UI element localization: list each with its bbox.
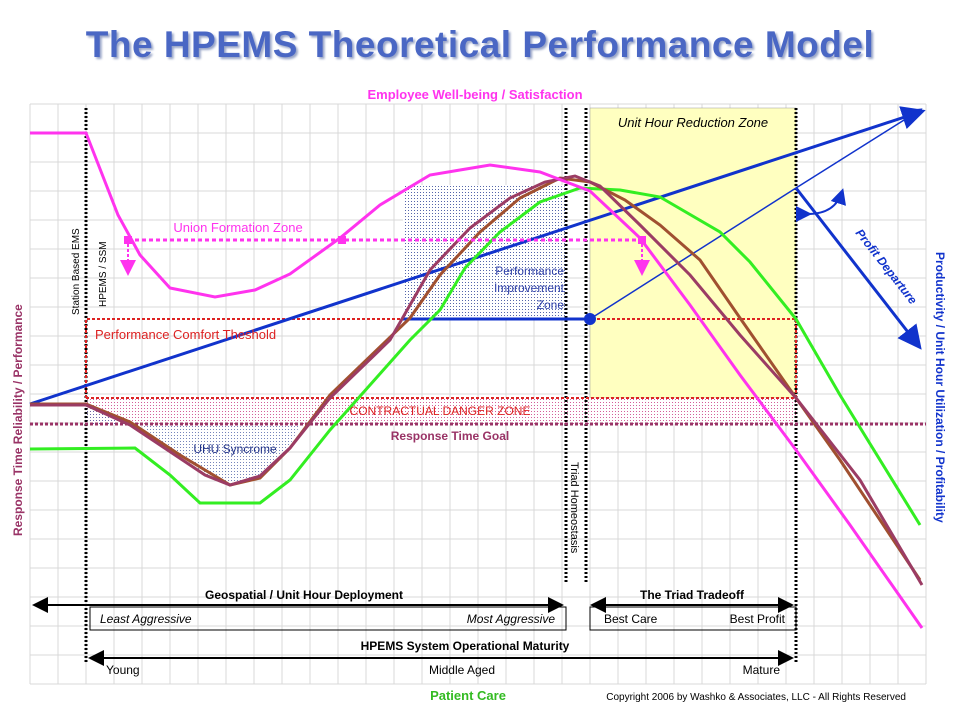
uhu-syndrome-label: UHU Syncrome [193, 442, 277, 456]
geospatial-label: Geospatial / Unit Hour Deployment [205, 588, 403, 602]
station-based-label: Station Based EMS [71, 228, 82, 315]
performance-improvement-label-3: Zone [537, 298, 565, 312]
maroon-curve [30, 174, 924, 586]
performance-improvement-zone [403, 185, 566, 319]
left-axis-label: Response Time Reliability / Performance [11, 304, 25, 536]
productivity-line-3 [795, 108, 923, 189]
triad-tradeoff-label: The Triad Tradeoff [640, 588, 745, 602]
green-curve [29, 186, 922, 526]
copyright-text: Copyright 2006 by Washko & Associates, L… [606, 692, 906, 703]
middle-aged-label: Middle Aged [429, 663, 495, 677]
triad-homeostasis-label: Triad Homeostasis [568, 462, 580, 554]
mature-label: Mature [743, 663, 781, 677]
contractual-danger-zone [86, 398, 796, 424]
top-axis-label: Employee Well-being / Satisfaction [367, 87, 582, 102]
most-aggressive-label: Most Aggressive [467, 612, 556, 626]
response-time-goal-label: Response Time Goal [391, 429, 509, 443]
span-boxes [89, 606, 797, 631]
homeostasis-point [584, 313, 596, 325]
page-title: The HPEMS Theoretical Performance Model [85, 24, 875, 65]
performance-improvement-label-1: Performance [495, 264, 564, 278]
best-profit-label: Best Profit [730, 612, 786, 626]
contractual-danger-label: CONTRACTUAL DANGER ZONE [350, 404, 531, 418]
maturity-label: HPEMS System Operational Maturity [361, 639, 570, 653]
profit-departure-label: Profit Departure [853, 226, 920, 307]
least-aggressive-label: Least Aggressive [100, 612, 192, 626]
uhu-syndrome-zone [86, 408, 300, 485]
thresholds [85, 318, 797, 399]
span-arrows [32, 597, 794, 666]
magenta-curve [30, 131, 924, 629]
young-label: Young [106, 663, 140, 677]
unit-hour-reduction-label: Unit Hour Reduction Zone [618, 115, 768, 130]
right-axis-label: Productivity / Unit Hour Utilization / P… [933, 252, 947, 523]
union-formation-label: Union Formation Zone [173, 220, 302, 235]
bottom-axis-label: Patient Care [430, 688, 506, 703]
union-formation-markers [120, 236, 650, 276]
hpems-ssm-label: HPEMS / SSM [98, 241, 109, 307]
performance-comfort-label: Performance Comfort Theshold [95, 327, 276, 342]
profit-departure-arc [795, 188, 846, 223]
best-care-label: Best Care [604, 612, 658, 626]
performance-improvement-label-2: Improvement [494, 281, 565, 295]
brown-curve [30, 176, 922, 581]
